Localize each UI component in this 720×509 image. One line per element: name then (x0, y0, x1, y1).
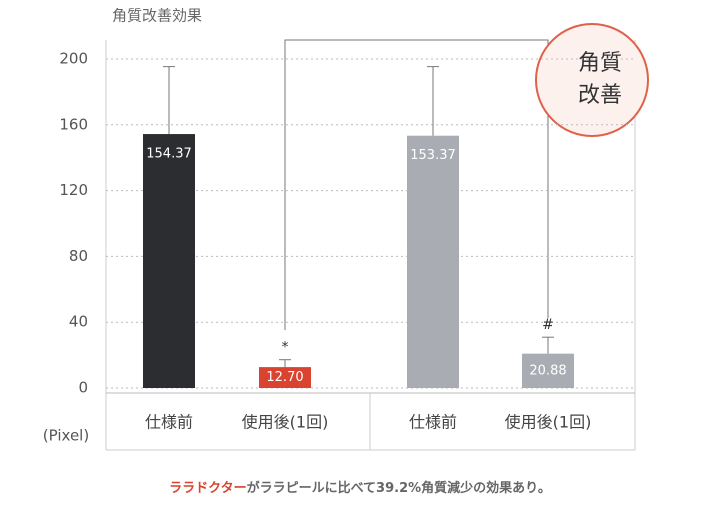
y-tick-label: 200 (59, 50, 88, 68)
y-tick-label: 0 (78, 379, 88, 397)
callout-text: 角質 (578, 51, 622, 76)
bar (259, 367, 311, 388)
comparison-bracket (284, 39, 549, 330)
y-tick-label: 160 (59, 115, 88, 133)
value-label: 20.88 (529, 363, 566, 378)
bar (143, 134, 195, 388)
x-tick-label: 仕様前 (145, 413, 193, 432)
x-tick-label: 使用後(1回) (505, 413, 592, 432)
chart-title: 角質改善効果 (112, 7, 202, 25)
x-tick-label: 使用後(1回) (242, 413, 329, 432)
significance-marker: * (282, 340, 289, 356)
x-tick-label: 仕様前 (409, 413, 457, 432)
footer-text: がララピールに比べて39.2%角質減少の効果あり。 (247, 480, 551, 496)
footer-note: ララドクターがララピールに比べて39.2%角質減少の効果あり。 (169, 480, 551, 496)
callout-text: 改善 (578, 83, 622, 108)
value-label: 153.37 (410, 148, 456, 163)
footer-highlight: ララドクター (169, 481, 246, 496)
value-label: 154.37 (146, 147, 192, 162)
bar (522, 353, 574, 388)
bar (407, 135, 459, 388)
y-tick-label: 120 (59, 181, 88, 199)
y-tick-label: 40 (69, 313, 88, 331)
significance-marker: # (542, 317, 554, 333)
y-tick-label: 80 (69, 247, 88, 265)
value-label: 12.70 (266, 370, 303, 385)
callout-circle (535, 23, 649, 137)
y-unit: (Pixel) (43, 427, 89, 445)
